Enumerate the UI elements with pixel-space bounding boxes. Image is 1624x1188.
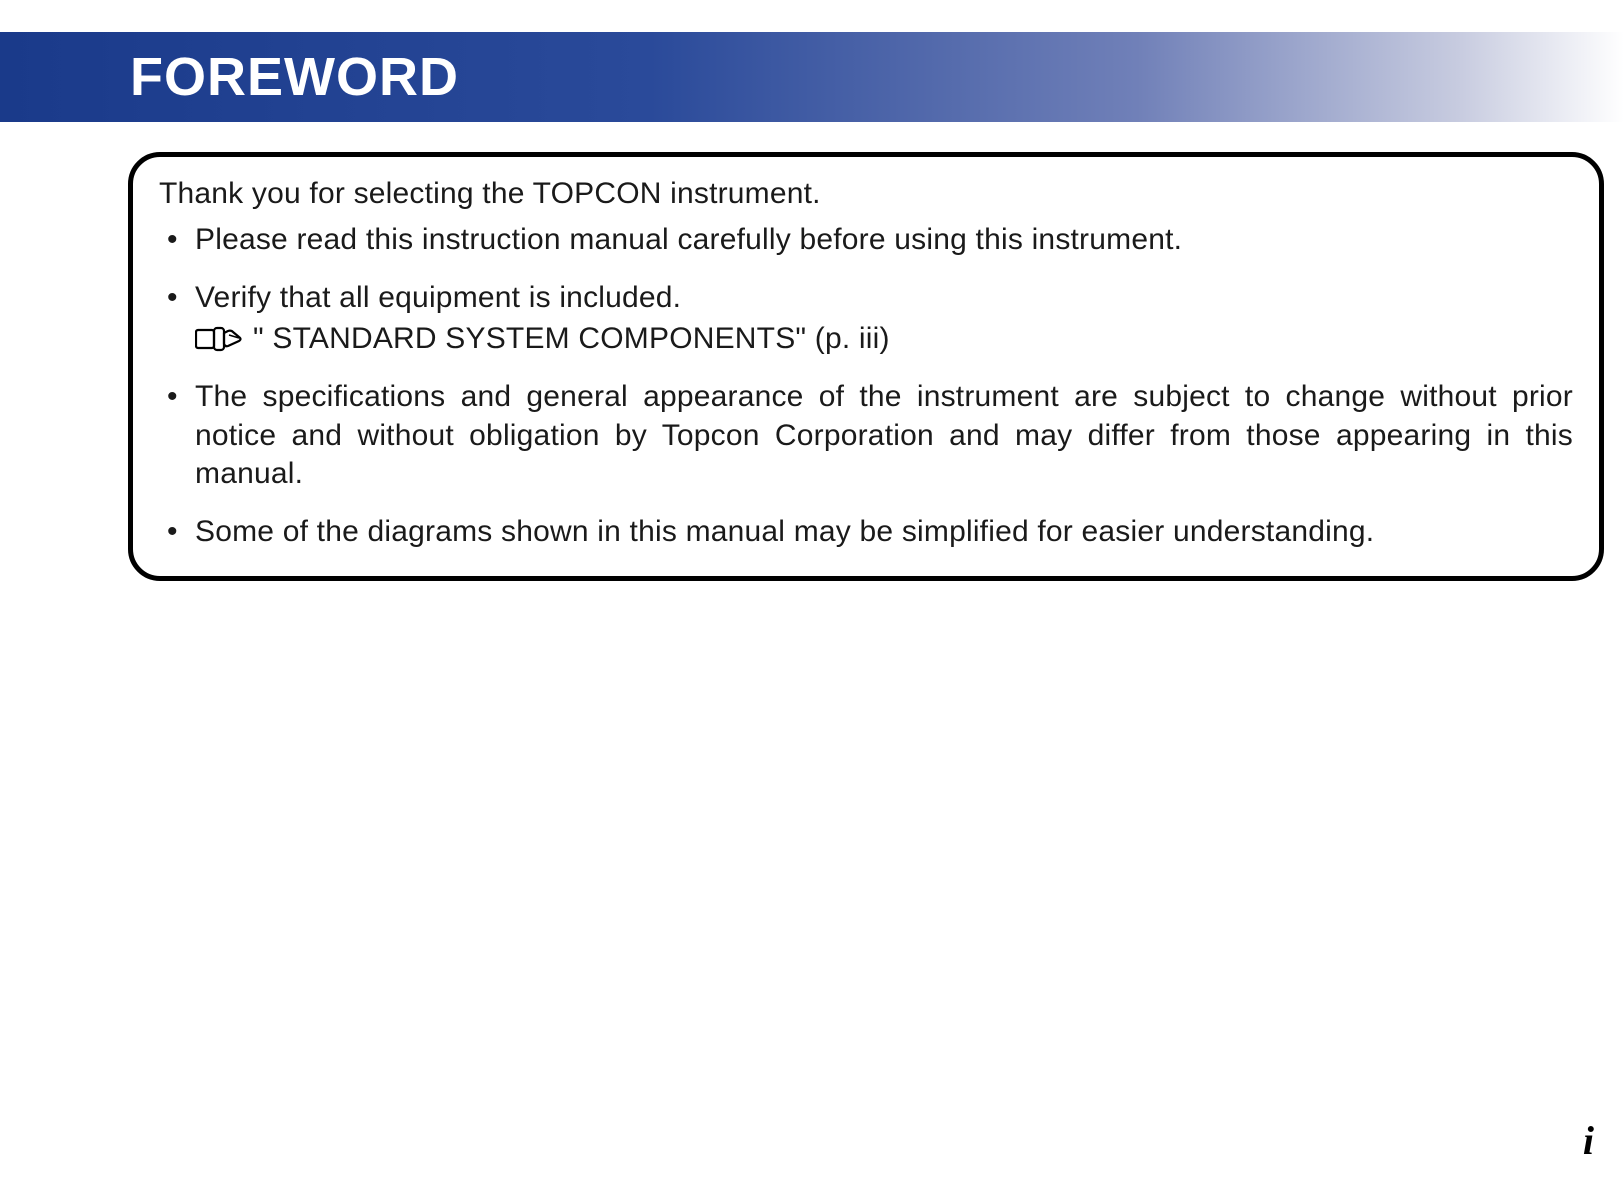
bullet-list: Please read this instruction manual care… <box>159 221 1573 552</box>
foreword-box: Thank you for selecting the TOPCON instr… <box>128 152 1604 581</box>
hand-pointer-icon <box>195 324 243 354</box>
reference-line: " STANDARD SYSTEM COMPONENTS" (p. iii) <box>195 320 1573 358</box>
intro-text: Thank you for selecting the TOPCON instr… <box>159 177 1573 211</box>
page-title: FOREWORD <box>130 46 459 108</box>
list-item: Some of the diagrams shown in this manua… <box>159 513 1573 551</box>
header-band: FOREWORD <box>0 32 1624 122</box>
list-item: The specifications and general appearanc… <box>159 378 1573 493</box>
reference-text: " STANDARD SYSTEM COMPONENTS" (p. iii) <box>253 320 890 358</box>
page-number: i <box>1583 1117 1594 1164</box>
bullet-text: The specifications and general appearanc… <box>195 380 1573 490</box>
list-item: Please read this instruction manual care… <box>159 221 1573 259</box>
list-item: Verify that all equipment is included. "… <box>159 279 1573 358</box>
bullet-text: Please read this instruction manual care… <box>195 223 1182 256</box>
bullet-text: Verify that all equipment is included. <box>195 281 681 314</box>
bullet-text: Some of the diagrams shown in this manua… <box>195 515 1374 548</box>
